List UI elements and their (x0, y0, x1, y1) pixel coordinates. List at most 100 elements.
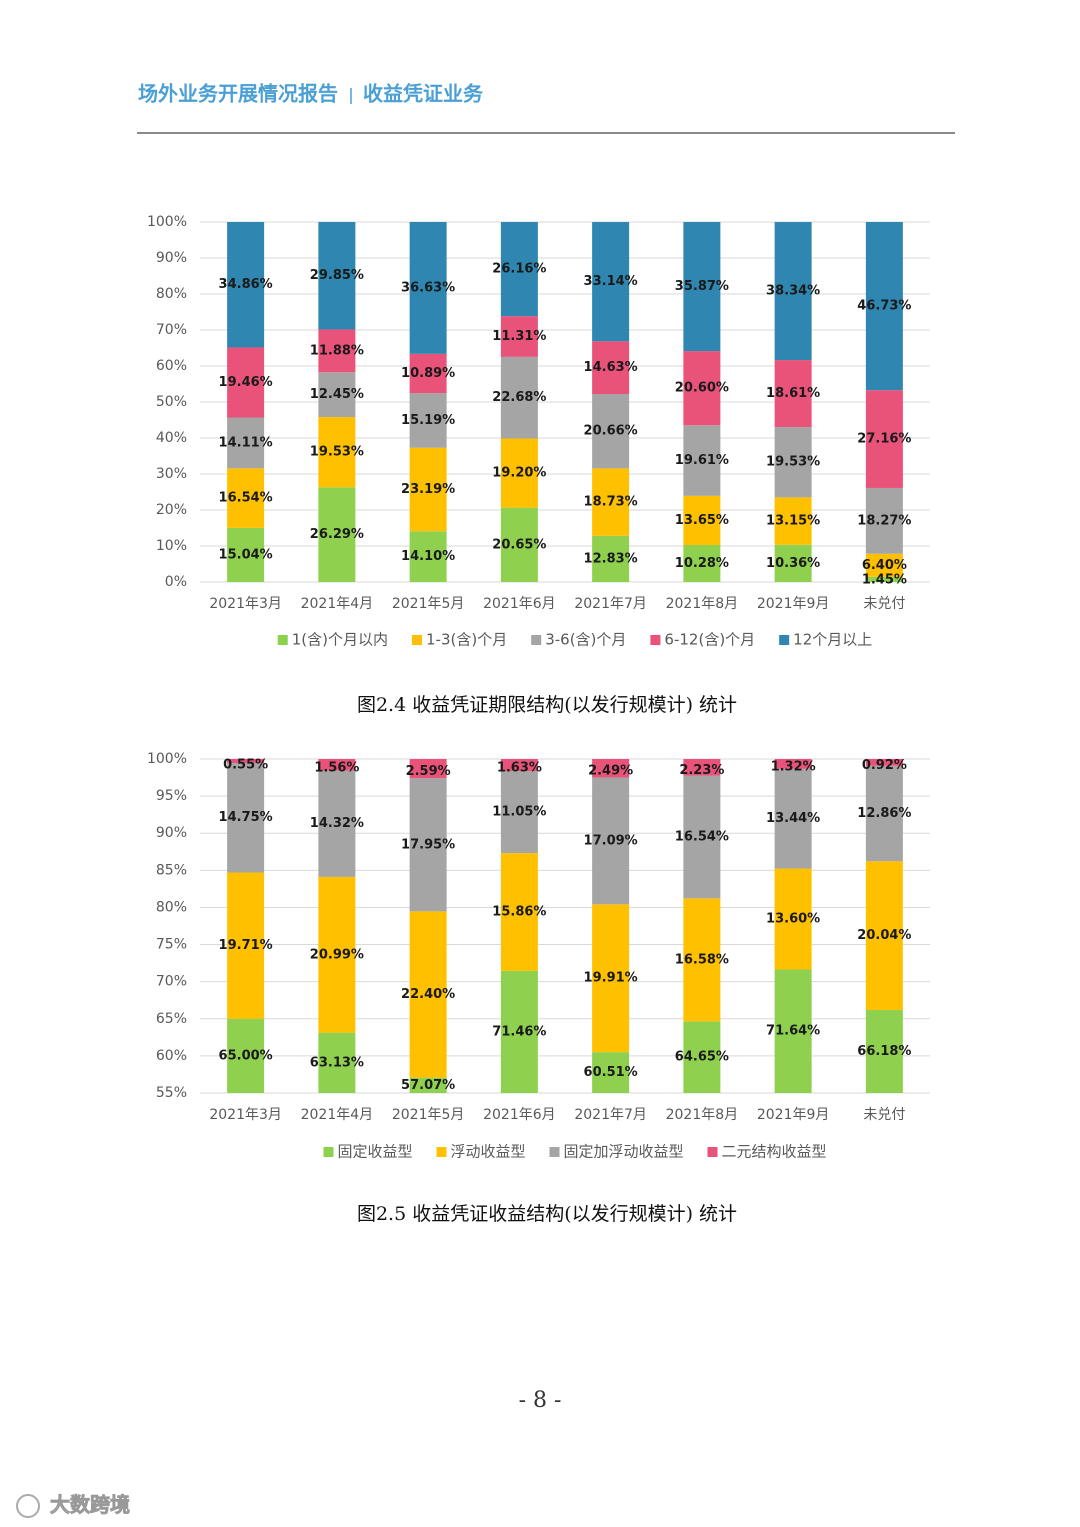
data-label: 26.16% (492, 262, 546, 277)
y-tick-label: 20% (156, 502, 187, 518)
data-label: 10.28% (675, 556, 729, 571)
x-tick-label: 2021年3月 (209, 1107, 282, 1123)
bar-segment (774, 222, 812, 361)
data-label: 12.83% (584, 551, 638, 566)
y-tick-label: 85% (156, 862, 187, 878)
bar-segment (500, 771, 538, 854)
y-tick-label: 55% (156, 1085, 187, 1101)
bar-segment (409, 778, 447, 912)
legend-label: 3-6(含)个月 (545, 631, 626, 649)
legend-label: 12个月以上 (793, 631, 872, 649)
data-label: 12.86% (857, 806, 911, 821)
bar-segment (318, 329, 356, 373)
bar-segment (592, 468, 630, 536)
bar-segment (592, 535, 630, 582)
legend-swatch (531, 635, 542, 645)
bar-segment (592, 1052, 630, 1093)
x-tick-label: 2021年9月 (757, 596, 830, 612)
bar-segment (774, 868, 812, 970)
bar-segment (774, 360, 812, 428)
legend-swatch (436, 1147, 447, 1157)
legend: 固定收益型 浮动收益型 固定加浮动收益型 二元结构收益型 (323, 1143, 827, 1161)
bar-segment (227, 872, 265, 1019)
legend-label: 固定加浮动收益型 (564, 1143, 684, 1161)
data-label: 22.40% (401, 987, 455, 1002)
data-label: 29.85% (310, 268, 364, 283)
x-tick-label: 未兑付 (863, 1107, 905, 1123)
legend-swatch (707, 1147, 718, 1157)
bar-segment (592, 394, 630, 469)
data-label: 19.71% (219, 938, 273, 953)
data-label: 19.46% (219, 375, 273, 390)
bar-segment (592, 759, 630, 778)
legend-swatch (277, 635, 288, 645)
x-tick-label: 2021年7月 (574, 596, 647, 612)
data-label: 16.58% (675, 952, 729, 967)
bar-segment (865, 765, 903, 862)
data-label: 2.59% (406, 764, 451, 779)
data-label: 14.10% (401, 549, 455, 564)
bar-segment (500, 356, 538, 439)
data-label: 18.27% (857, 513, 911, 528)
data-label: 17.09% (584, 833, 638, 848)
bar-segment (500, 316, 538, 357)
bar-segment (227, 1018, 265, 1093)
data-label: 17.95% (401, 837, 455, 852)
bar-segment (409, 759, 447, 779)
y-tick-label: 0% (165, 574, 187, 590)
bar-segment (318, 417, 356, 488)
x-tick-label: 2021年3月 (209, 596, 282, 612)
data-label: 71.46% (492, 1024, 546, 1039)
y-tick-label: 65% (156, 1011, 187, 1027)
bar-segment (865, 487, 903, 554)
data-label: 14.32% (310, 816, 364, 831)
y-tick-label: 70% (156, 974, 187, 990)
data-label: 33.14% (584, 274, 638, 289)
bar-segment (774, 427, 812, 498)
legend-swatch (650, 635, 661, 645)
data-label: 20.65% (492, 537, 546, 552)
data-label: 57.07% (401, 1078, 455, 1093)
bar-segment (227, 759, 265, 764)
bar-segment (318, 1032, 356, 1093)
page-number: - 8 - (519, 1388, 562, 1413)
x-tick-label: 2021年8月 (666, 596, 739, 612)
data-label: 18.61% (766, 386, 820, 401)
watermark: 大数跨境 (50, 1493, 130, 1517)
data-label: 11.88% (310, 343, 364, 358)
data-label: 1.63% (497, 761, 542, 776)
bar-segment (227, 763, 265, 873)
bar-segment (592, 341, 630, 395)
bar-segment (227, 468, 265, 528)
bar-segment (409, 393, 447, 448)
data-label: 13.65% (675, 513, 729, 528)
data-label: 13.15% (766, 514, 820, 529)
data-label: 27.16% (857, 432, 911, 447)
data-label: 38.34% (766, 284, 820, 299)
data-label: 12.45% (310, 387, 364, 402)
y-tick-label: 60% (156, 358, 187, 374)
data-label: 26.29% (310, 527, 364, 542)
legend-swatch (549, 1147, 560, 1157)
data-label: 15.04% (219, 547, 273, 562)
data-label: 66.18% (857, 1044, 911, 1059)
y-tick-label: 50% (156, 394, 187, 410)
legend-label: 二元结构收益型 (722, 1143, 827, 1161)
legend-swatch (779, 635, 790, 645)
y-tick-label: 60% (156, 1048, 187, 1064)
bar-segment (318, 222, 356, 330)
data-label: 16.54% (219, 491, 273, 506)
bar-segment (409, 222, 447, 354)
data-label: 19.53% (310, 445, 364, 460)
data-label: 65.00% (219, 1048, 273, 1063)
x-tick-label: 2021年9月 (757, 1107, 830, 1123)
data-label: 1.45% (862, 573, 907, 588)
y-tick-label: 90% (156, 250, 187, 266)
data-label: 19.53% (766, 455, 820, 470)
data-label: 2.23% (679, 763, 724, 778)
y-tick-label: 100% (147, 214, 187, 230)
data-label: 11.05% (492, 805, 546, 820)
data-label: 0.55% (223, 758, 268, 773)
x-tick-label: 未兑付 (863, 596, 905, 612)
y-tick-label: 10% (156, 538, 187, 554)
